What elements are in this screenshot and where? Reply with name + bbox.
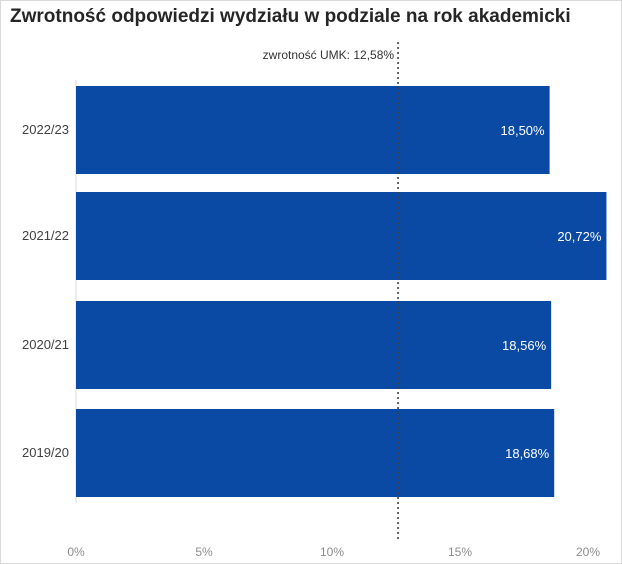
- chart-title: Zwrotność odpowiedzi wydziału w podziale…: [10, 6, 571, 27]
- category-label: 2020/21: [22, 337, 69, 352]
- x-tick-label: 10%: [320, 545, 344, 559]
- data-label: 18,50%: [501, 123, 546, 138]
- data-label: 18,56%: [502, 338, 547, 353]
- category-label: 2022/23: [22, 122, 69, 137]
- reference-line-label: zwrotność UMK: 12,58%: [263, 48, 395, 62]
- x-tick-label: 0%: [67, 545, 85, 559]
- data-label: 18,68%: [505, 446, 550, 461]
- x-tick-label: 15%: [448, 545, 472, 559]
- category-label: 2019/20: [22, 445, 69, 460]
- bar: [76, 409, 555, 497]
- bar: [76, 86, 550, 174]
- x-tick-label: 5%: [195, 545, 213, 559]
- bar: [76, 301, 552, 389]
- data-label: 20,72%: [557, 229, 602, 244]
- category-label: 2021/22: [22, 228, 69, 243]
- bar: [76, 192, 607, 280]
- x-tick-label: 20%: [576, 545, 600, 559]
